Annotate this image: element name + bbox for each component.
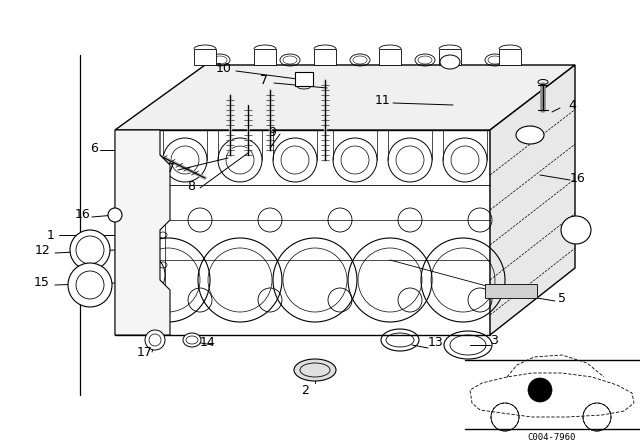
Text: 6: 6 bbox=[90, 142, 98, 155]
Text: 4: 4 bbox=[568, 99, 576, 112]
Polygon shape bbox=[254, 49, 276, 65]
Text: 3: 3 bbox=[490, 333, 498, 346]
Text: 9: 9 bbox=[268, 125, 276, 138]
Text: 16: 16 bbox=[74, 207, 90, 220]
Ellipse shape bbox=[561, 216, 591, 244]
Text: 1: 1 bbox=[47, 228, 55, 241]
Text: 5: 5 bbox=[558, 292, 566, 305]
Polygon shape bbox=[439, 49, 461, 65]
Circle shape bbox=[68, 263, 112, 307]
Circle shape bbox=[76, 271, 104, 299]
Polygon shape bbox=[194, 49, 216, 65]
Text: 11: 11 bbox=[374, 94, 390, 107]
Ellipse shape bbox=[300, 363, 330, 377]
Polygon shape bbox=[115, 130, 170, 335]
Text: 14: 14 bbox=[200, 336, 216, 349]
Polygon shape bbox=[314, 49, 336, 65]
Text: 12: 12 bbox=[35, 244, 50, 257]
Polygon shape bbox=[490, 65, 575, 335]
Text: 16: 16 bbox=[570, 172, 586, 185]
Circle shape bbox=[528, 378, 552, 402]
Text: |||||||||: ||||||||| bbox=[497, 288, 525, 294]
Bar bbox=[295, 72, 313, 86]
Text: 7: 7 bbox=[260, 73, 268, 86]
Text: 8: 8 bbox=[187, 180, 195, 193]
Text: C004-7960: C004-7960 bbox=[528, 432, 576, 441]
Circle shape bbox=[149, 334, 161, 346]
Text: 15: 15 bbox=[34, 276, 50, 289]
Ellipse shape bbox=[516, 126, 544, 144]
Text: 17: 17 bbox=[137, 345, 153, 358]
Text: 2: 2 bbox=[301, 383, 309, 396]
Text: 11: 11 bbox=[570, 225, 586, 238]
Ellipse shape bbox=[440, 55, 460, 69]
Text: 13: 13 bbox=[428, 336, 444, 349]
Circle shape bbox=[145, 330, 165, 350]
Polygon shape bbox=[379, 49, 401, 65]
Ellipse shape bbox=[183, 333, 201, 347]
Ellipse shape bbox=[186, 336, 198, 344]
Text: 10: 10 bbox=[216, 61, 232, 74]
Bar bbox=[485, 284, 537, 298]
Circle shape bbox=[70, 230, 110, 270]
Circle shape bbox=[108, 208, 122, 222]
Circle shape bbox=[76, 236, 104, 264]
Polygon shape bbox=[499, 49, 521, 65]
Polygon shape bbox=[115, 130, 490, 335]
Ellipse shape bbox=[294, 359, 336, 381]
Polygon shape bbox=[115, 65, 575, 130]
Text: 7: 7 bbox=[167, 161, 175, 175]
